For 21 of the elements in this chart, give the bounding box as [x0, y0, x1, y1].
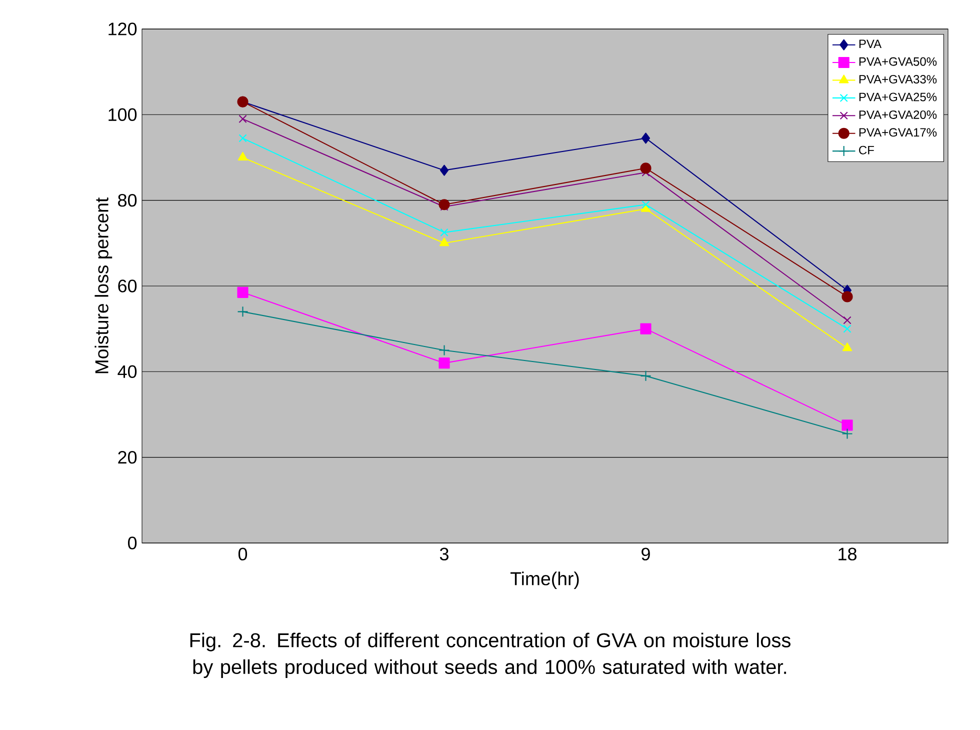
legend-label: PVA	[859, 40, 882, 48]
y-tick-label: 60	[118, 280, 137, 292]
y-tick-label: 120	[108, 22, 137, 36]
x-tick-label: 0	[238, 548, 248, 560]
y-tick-label: 100	[108, 108, 137, 122]
text: Fig. 2-8. Effects of different concentration of GVA on moisture loss by pellets produced without seeds and 100% saturated with water.	[190, 632, 790, 678]
legend-label: CF	[859, 146, 874, 154]
legend-label: PVA+GVA20%	[859, 110, 937, 119]
legend-label: PVA+GVA25%	[859, 92, 937, 102]
legend-label: PVA+GVA17%	[859, 128, 937, 137]
x-tick-label: 18	[838, 548, 856, 560]
y-tick-label: 80	[118, 194, 137, 207]
x-axis-title: Time(hr)	[510, 572, 579, 589]
legend-label: PVA+GVA50%	[859, 57, 937, 66]
y-tick-label: 0	[128, 536, 137, 550]
legend-label: PVA+GVA33%	[859, 75, 937, 84]
y-tick-label: 20	[118, 450, 137, 464]
y-axis-title: Moisture loss percent	[94, 197, 112, 374]
x-tick-label: 3	[440, 548, 448, 560]
y-tick-label: 40	[118, 365, 137, 378]
x-tick-label: 9	[642, 548, 650, 560]
